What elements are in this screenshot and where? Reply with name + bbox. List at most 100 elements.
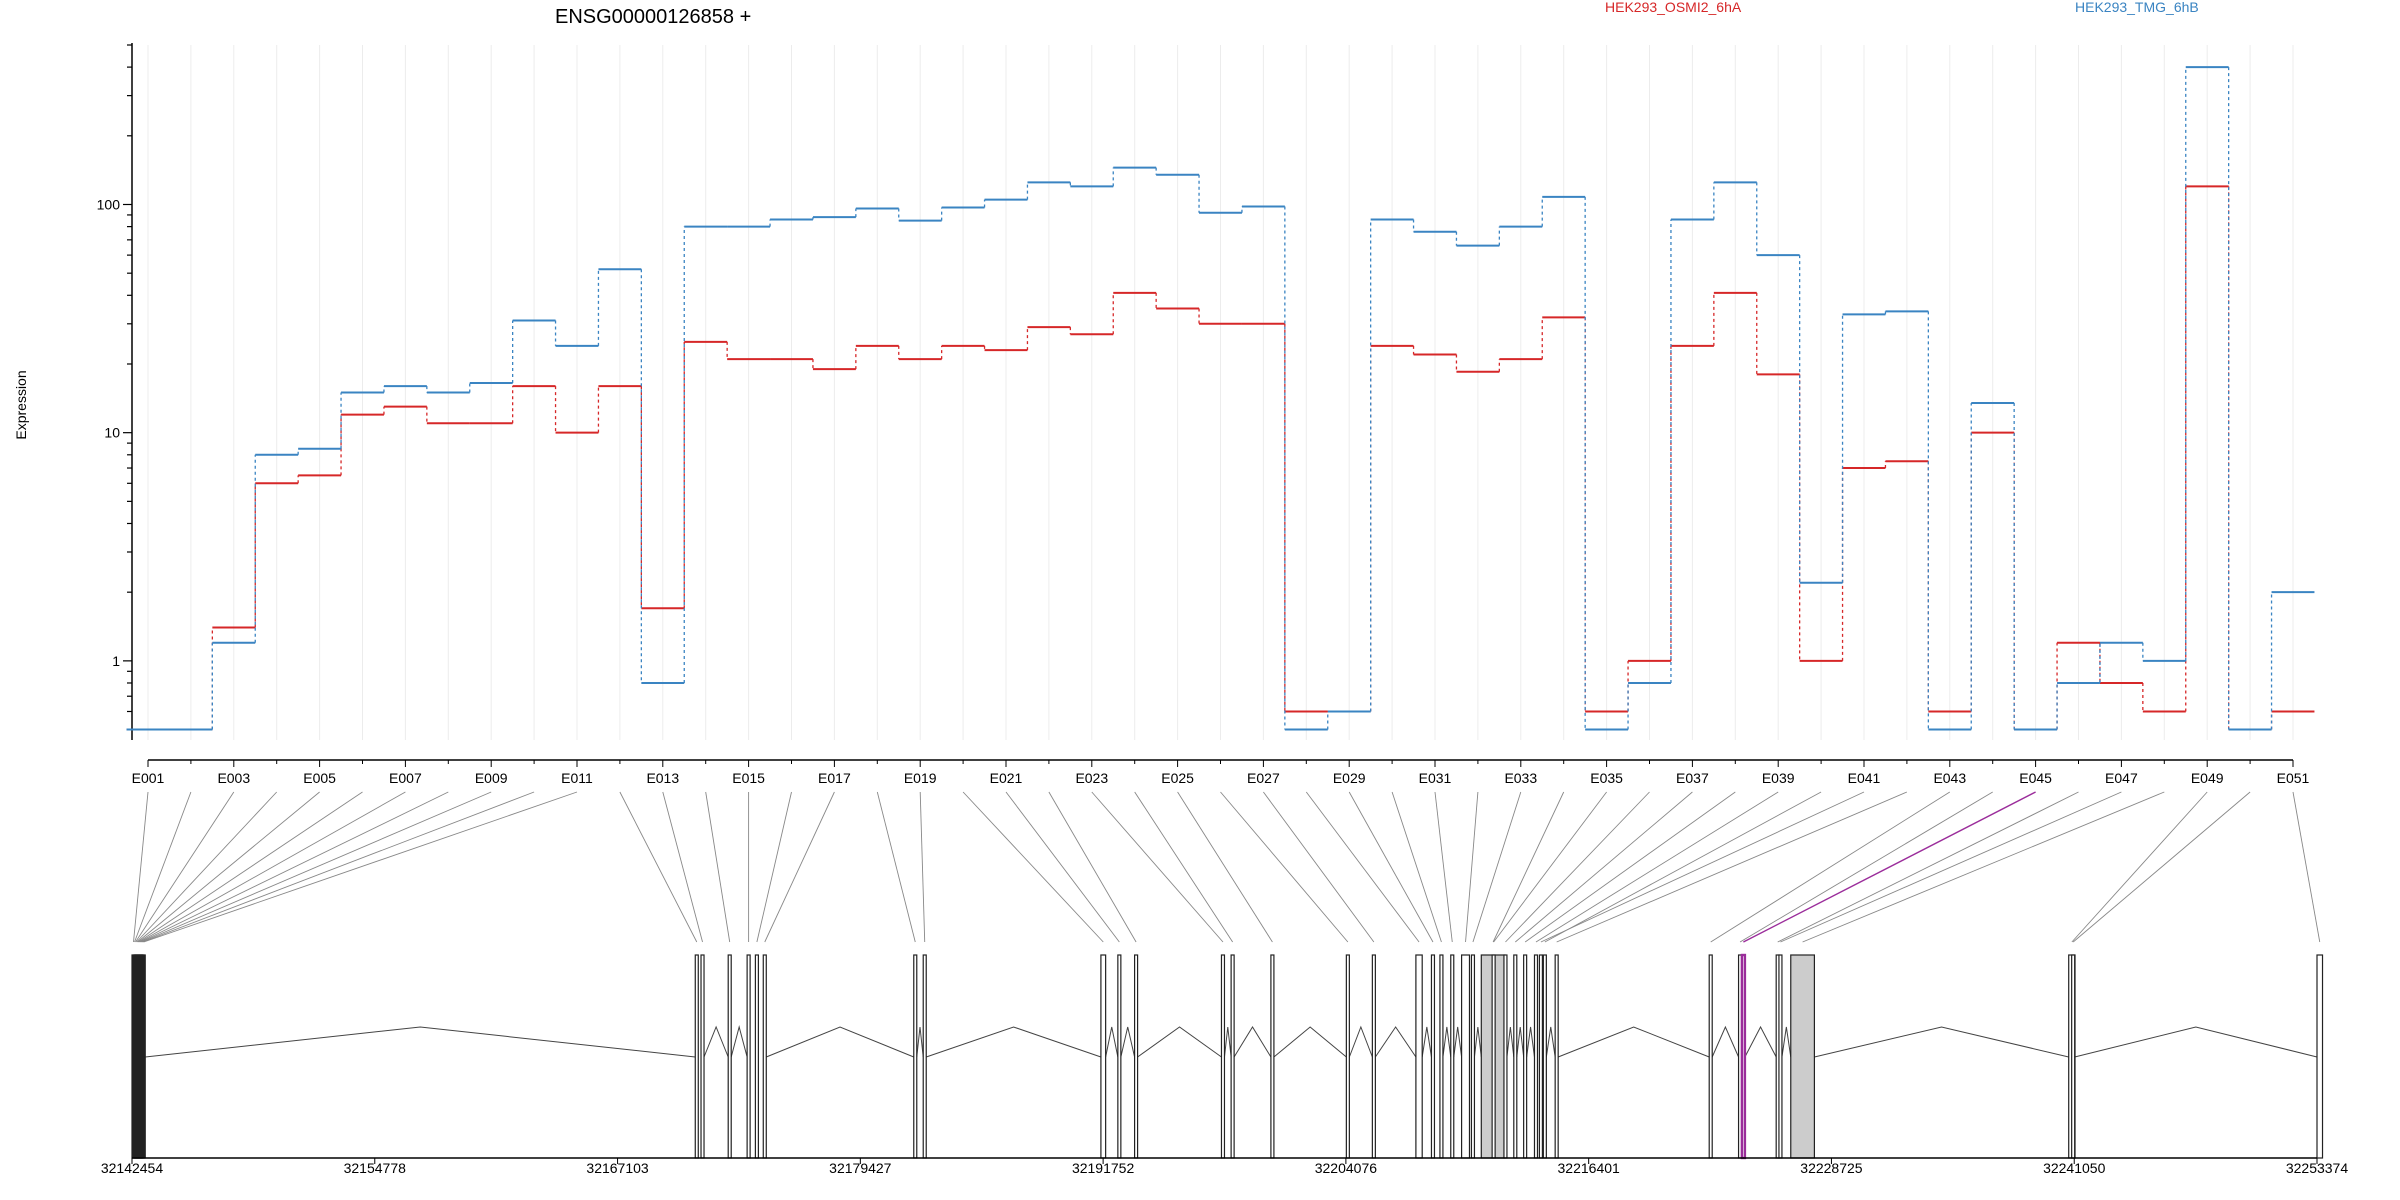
exon-connector <box>1492 791 1565 943</box>
exon-box <box>1415 954 1423 1159</box>
exon-connector <box>138 791 363 943</box>
exon-box <box>1430 954 1436 1159</box>
exon-connector <box>1556 791 1908 943</box>
y-tick-label: 1 <box>112 653 120 669</box>
x-tick-label: E029 <box>1333 770 1366 786</box>
exon-connector <box>1802 791 2165 943</box>
genomic-tick-label: 32253374 <box>2286 1160 2349 1176</box>
exon-connector <box>1739 791 1993 943</box>
intron <box>1453 1026 1463 1058</box>
exon-connector <box>1535 791 1779 943</box>
x-tick-label: E009 <box>475 770 508 786</box>
exon-box <box>2316 954 2324 1159</box>
intron <box>1223 1026 1232 1058</box>
x-tick-label: E045 <box>2019 770 2052 786</box>
exon-connectors <box>133 791 2321 943</box>
exon-connector <box>1263 791 1375 943</box>
intron <box>145 1026 696 1058</box>
intron <box>1442 1026 1452 1058</box>
x-tick-label: E043 <box>1933 770 1966 786</box>
exon-connector <box>133 791 149 943</box>
exon-connector <box>1540 791 1865 943</box>
exon-connector <box>1091 791 1224 943</box>
genomic-tick-label: 32204076 <box>1315 1160 1378 1176</box>
genomic-tick-label: 32228725 <box>1800 1160 1863 1176</box>
exon-box <box>1100 954 1107 1159</box>
exon-connector <box>1777 791 2079 943</box>
exon-box <box>1740 953 1747 1160</box>
intron <box>703 1025 729 1058</box>
x-tick-label: E047 <box>2105 770 2138 786</box>
exon-box <box>746 954 751 1159</box>
genomic-tick-label: 32154778 <box>344 1160 407 1176</box>
x-tick-label: E035 <box>1590 770 1623 786</box>
x-tick-label: E007 <box>389 770 422 786</box>
exon-connector <box>619 791 698 943</box>
exon-connector <box>1391 791 1442 943</box>
exon-box <box>1345 954 1350 1159</box>
exon-connector <box>1348 791 1434 943</box>
exon-connector <box>1493 791 1607 943</box>
exon-connector <box>1743 791 2036 943</box>
exon-box <box>1371 954 1376 1159</box>
chart-title: ENSG00000126858 + <box>555 6 751 28</box>
exon-connector <box>662 791 703 943</box>
exon-box <box>1523 954 1528 1159</box>
intron <box>1516 1026 1525 1058</box>
exon-connector <box>1515 791 1693 943</box>
x-tick-label: E011 <box>561 770 593 786</box>
x-tick-label: E017 <box>818 770 851 786</box>
exon-connector <box>1780 791 2122 943</box>
intron <box>916 1026 924 1058</box>
exon-box <box>1450 954 1455 1159</box>
intron <box>1557 1026 1710 1058</box>
exon-connector <box>962 791 1104 943</box>
series-HEK293_TMG_6hB <box>126 66 2315 731</box>
genomic-tick-label: 32241050 <box>2043 1160 2106 1176</box>
exon-connector <box>2292 791 2321 943</box>
x-tick-label: E015 <box>732 770 765 786</box>
intron <box>1233 1026 1272 1058</box>
series-HEK293_OSMI2_6hA <box>126 185 2315 731</box>
x-tick-label: E041 <box>1848 770 1881 786</box>
exon-box <box>1513 954 1518 1159</box>
genomic-tick-label: 32167103 <box>586 1160 649 1176</box>
genomic-tick-label: 32179427 <box>829 1160 892 1176</box>
intron <box>1526 1026 1535 1058</box>
x-tick-label: E027 <box>1247 770 1280 786</box>
exon-box <box>1117 954 1122 1159</box>
intron <box>1137 1026 1222 1058</box>
legend-entry-tmg: HEK293_TMG_6hB <box>2075 0 2199 15</box>
intron <box>1711 1025 1740 1058</box>
exon-box <box>1778 954 1783 1159</box>
exon-connector <box>1220 791 1349 943</box>
exon-connector <box>756 791 792 943</box>
exon-connector <box>1710 791 1951 943</box>
grid-lines <box>147 45 2294 740</box>
exon-box <box>1133 954 1139 1159</box>
exon-connector <box>140 791 449 943</box>
y-axis-label: Expression <box>13 370 29 439</box>
exon-connector <box>1134 791 1233 943</box>
exon-connector <box>1305 791 1420 943</box>
exon-connector <box>1524 791 1736 943</box>
exon-connector <box>1505 791 1650 943</box>
exon-connector <box>137 791 320 943</box>
exon-box <box>141 954 146 1159</box>
intron <box>1374 1026 1417 1058</box>
exon-box <box>922 954 927 1159</box>
intron <box>766 1026 914 1058</box>
exon-box <box>694 954 699 1159</box>
exon-box <box>1533 954 1539 1159</box>
exon-box <box>1708 954 1713 1159</box>
exon-box <box>754 954 759 1159</box>
intron <box>1781 1026 1792 1058</box>
x-tick-label: E021 <box>990 770 1023 786</box>
exon-box <box>762 954 767 1159</box>
intron <box>926 1026 1102 1058</box>
exon-connector <box>1434 791 1453 943</box>
x-tick-label: E001 <box>132 770 165 786</box>
x-tick-label: E033 <box>1504 770 1537 786</box>
